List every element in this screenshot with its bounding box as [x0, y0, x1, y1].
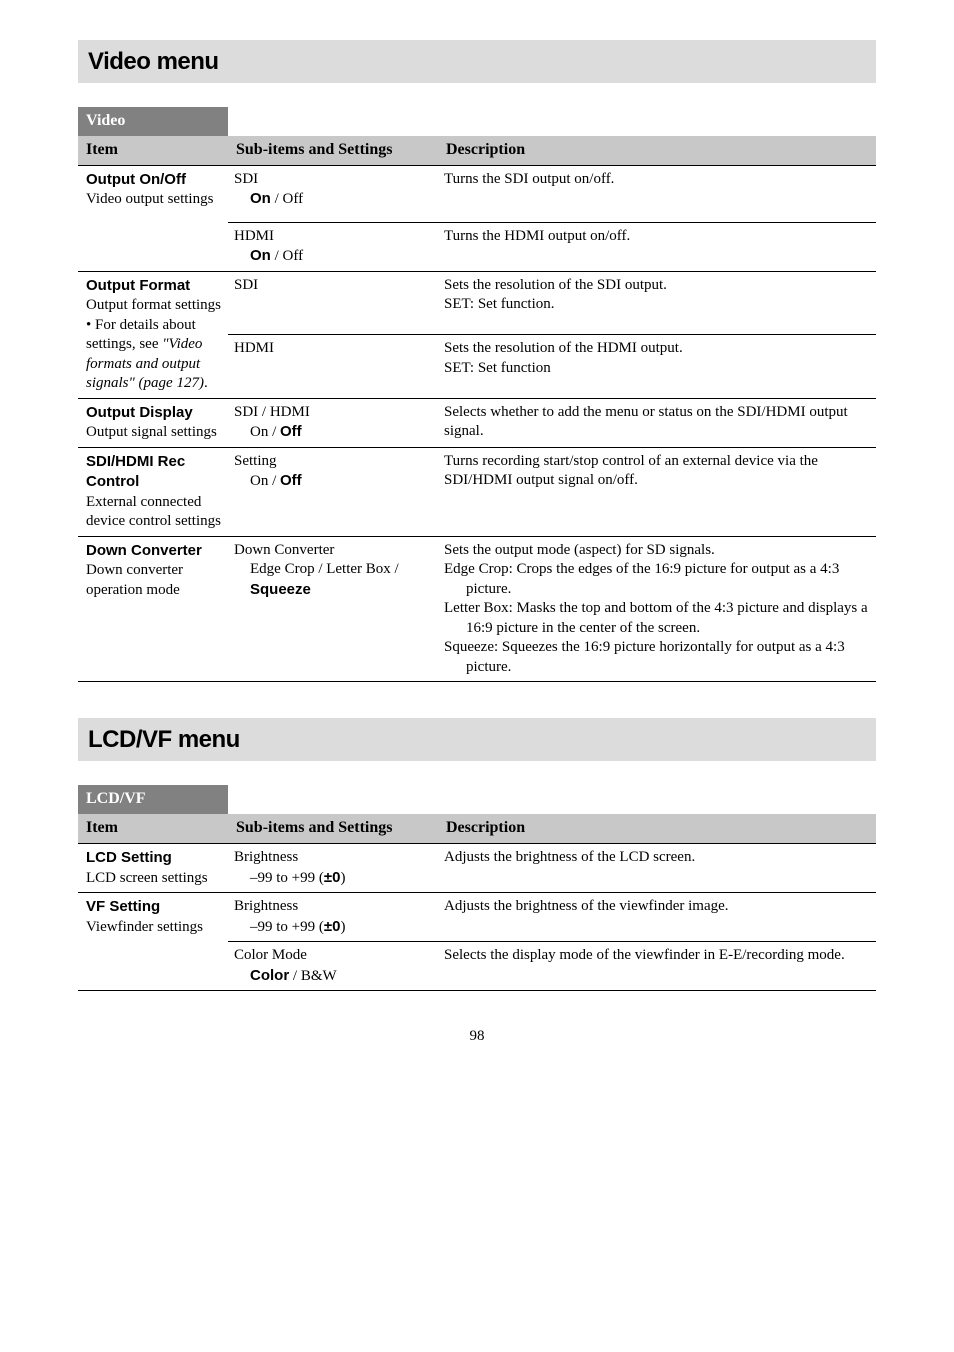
- desc-lcd-setting: Adjusts the brightness of the LCD screen…: [438, 844, 876, 893]
- sub-title: Setting: [234, 453, 277, 469]
- item-name: VF Setting: [86, 898, 160, 915]
- item-subtitle: External connected device control settin…: [86, 494, 221, 530]
- item-name: Output Format: [86, 277, 190, 294]
- desc-line: Edge Crop: Crops the edges of the 16:9 p…: [466, 560, 870, 599]
- desc-line: Sets the resolution of the HDMI output.: [444, 340, 683, 356]
- item-vf-setting: VF Setting Viewfinder settings: [78, 893, 228, 991]
- item-output-format: Output Format Output format settings • F…: [78, 271, 228, 398]
- desc-output-display: Selects whether to add the menu or statu…: [438, 398, 876, 447]
- video-table-title: Video: [78, 107, 228, 136]
- col-header-sub: Sub-items and Settings: [228, 814, 438, 843]
- sub-title: Color Mode: [234, 947, 307, 963]
- lcdvf-table: LCD/VF Item Sub-items and Settings Descr…: [78, 785, 876, 991]
- value-bold: Off: [280, 472, 302, 489]
- sub-title: Down Converter: [234, 542, 334, 558]
- sub-title: HDMI: [234, 228, 274, 244]
- item-subtitle: Output signal settings: [86, 424, 217, 440]
- desc-vf-brightness: Adjusts the brightness of the viewfinder…: [438, 893, 876, 942]
- sub-lcd-setting: Brightness –99 to +99 (±0): [228, 844, 438, 893]
- desc-ofmt-sdi: Sets the resolution of the SDI output. S…: [438, 271, 876, 335]
- desc-line: Squeeze: Squeezes the 16:9 picture horiz…: [466, 638, 870, 677]
- value-post: ): [340, 919, 345, 935]
- sub-sdi: SDI On / Off: [228, 165, 438, 214]
- sub-hdmi: HDMI On / Off: [228, 222, 438, 271]
- value-bold: Off: [280, 423, 302, 440]
- desc-line: Sets the output mode (aspect) for SD sig…: [444, 541, 870, 561]
- col-header-item: Item: [78, 136, 228, 165]
- item-subtitle: LCD screen settings: [86, 870, 208, 886]
- sub-title: SDI / HDMI: [234, 404, 310, 420]
- item-down-converter: Down Converter Down converter operation …: [78, 536, 228, 682]
- sub-vf-colormode: Color Mode Color / B&W: [228, 942, 438, 991]
- desc-sdi: Turns the SDI output on/off.: [438, 165, 876, 214]
- col-header-desc: Description: [438, 814, 876, 843]
- value-bold: On: [250, 190, 271, 207]
- desc-line: SET: Set function: [444, 360, 551, 376]
- sub-ofmt-hdmi: HDMI: [228, 335, 438, 399]
- desc-line: SET: Set function.: [444, 296, 555, 312]
- section-heading-lcdvf: LCD/VF menu: [78, 718, 876, 761]
- value-bold: ±0: [324, 869, 341, 886]
- item-name: SDI/HDMI Rec Control: [86, 453, 185, 491]
- desc-down-converter: Sets the output mode (aspect) for SD sig…: [438, 536, 876, 682]
- sub-output-display: SDI / HDMI On / Off: [228, 398, 438, 447]
- desc-rec-control: Turns recording start/stop control of an…: [438, 447, 876, 536]
- desc-vf-colormode: Selects the display mode of the viewfind…: [438, 942, 876, 991]
- section-heading-video: Video menu: [78, 40, 876, 83]
- value-pre: On /: [250, 473, 280, 489]
- desc-line: Letter Box: Masks the top and bottom of …: [466, 599, 870, 638]
- value-pre: –99 to +99 (: [250, 919, 324, 935]
- item-name: LCD Setting: [86, 849, 172, 866]
- item-subtitle: Down converter operation mode: [86, 562, 183, 598]
- sub-title: Brightness: [234, 898, 298, 914]
- sub-title: Brightness: [234, 849, 298, 865]
- col-header-sub: Sub-items and Settings: [228, 136, 438, 165]
- sub-down-converter: Down Converter Edge Crop / Letter Box / …: [228, 536, 438, 682]
- value-line: Edge Crop / Letter Box /: [250, 561, 399, 577]
- item-rec-control: SDI/HDMI Rec Control External connected …: [78, 447, 228, 536]
- item-subtitle: Video output settings: [86, 191, 213, 207]
- col-header-desc: Description: [438, 136, 876, 165]
- item-subtitle2: • For details about settings, see "Video…: [86, 317, 208, 392]
- sub-ofmt-sdi: SDI: [228, 271, 438, 335]
- sub-title: SDI: [234, 171, 258, 187]
- value-post: ): [340, 870, 345, 886]
- value-rest: / B&W: [289, 968, 337, 984]
- desc-line: Sets the resolution of the SDI output.: [444, 277, 667, 293]
- item-name: Output On/Off: [86, 171, 186, 188]
- sub-vf-brightness: Brightness –99 to +99 (±0): [228, 893, 438, 942]
- item-lcd-setting: LCD Setting LCD screen settings: [78, 844, 228, 893]
- value-bold: ±0: [324, 918, 341, 935]
- item-name: Output Display: [86, 404, 193, 421]
- value-bold: Squeeze: [250, 581, 311, 598]
- value-rest: / Off: [271, 191, 303, 207]
- col-header-item: Item: [78, 814, 228, 843]
- item-subtitle: Output format settings: [86, 297, 221, 313]
- value-rest: / Off: [271, 248, 303, 264]
- video-table: Video Item Sub-items and Settings Descri…: [78, 107, 876, 682]
- value-bold: On: [250, 247, 271, 264]
- value-pre: On /: [250, 424, 280, 440]
- lcdvf-table-title: LCD/VF: [78, 785, 228, 814]
- item-name: Down Converter: [86, 542, 202, 559]
- desc-hdmi: Turns the HDMI output on/off.: [438, 222, 876, 271]
- item-subtitle: Viewfinder settings: [86, 919, 203, 935]
- item-output-display: Output Display Output signal settings: [78, 398, 228, 447]
- period: .: [204, 375, 208, 391]
- value-bold: Color: [250, 967, 289, 984]
- sub-rec-control: Setting On / Off: [228, 447, 438, 536]
- item-output-onoff: Output On/Off Video output settings: [78, 165, 228, 222]
- value-pre: –99 to +99 (: [250, 870, 324, 886]
- page-number: 98: [78, 1027, 876, 1047]
- desc-ofmt-hdmi: Sets the resolution of the HDMI output. …: [438, 335, 876, 399]
